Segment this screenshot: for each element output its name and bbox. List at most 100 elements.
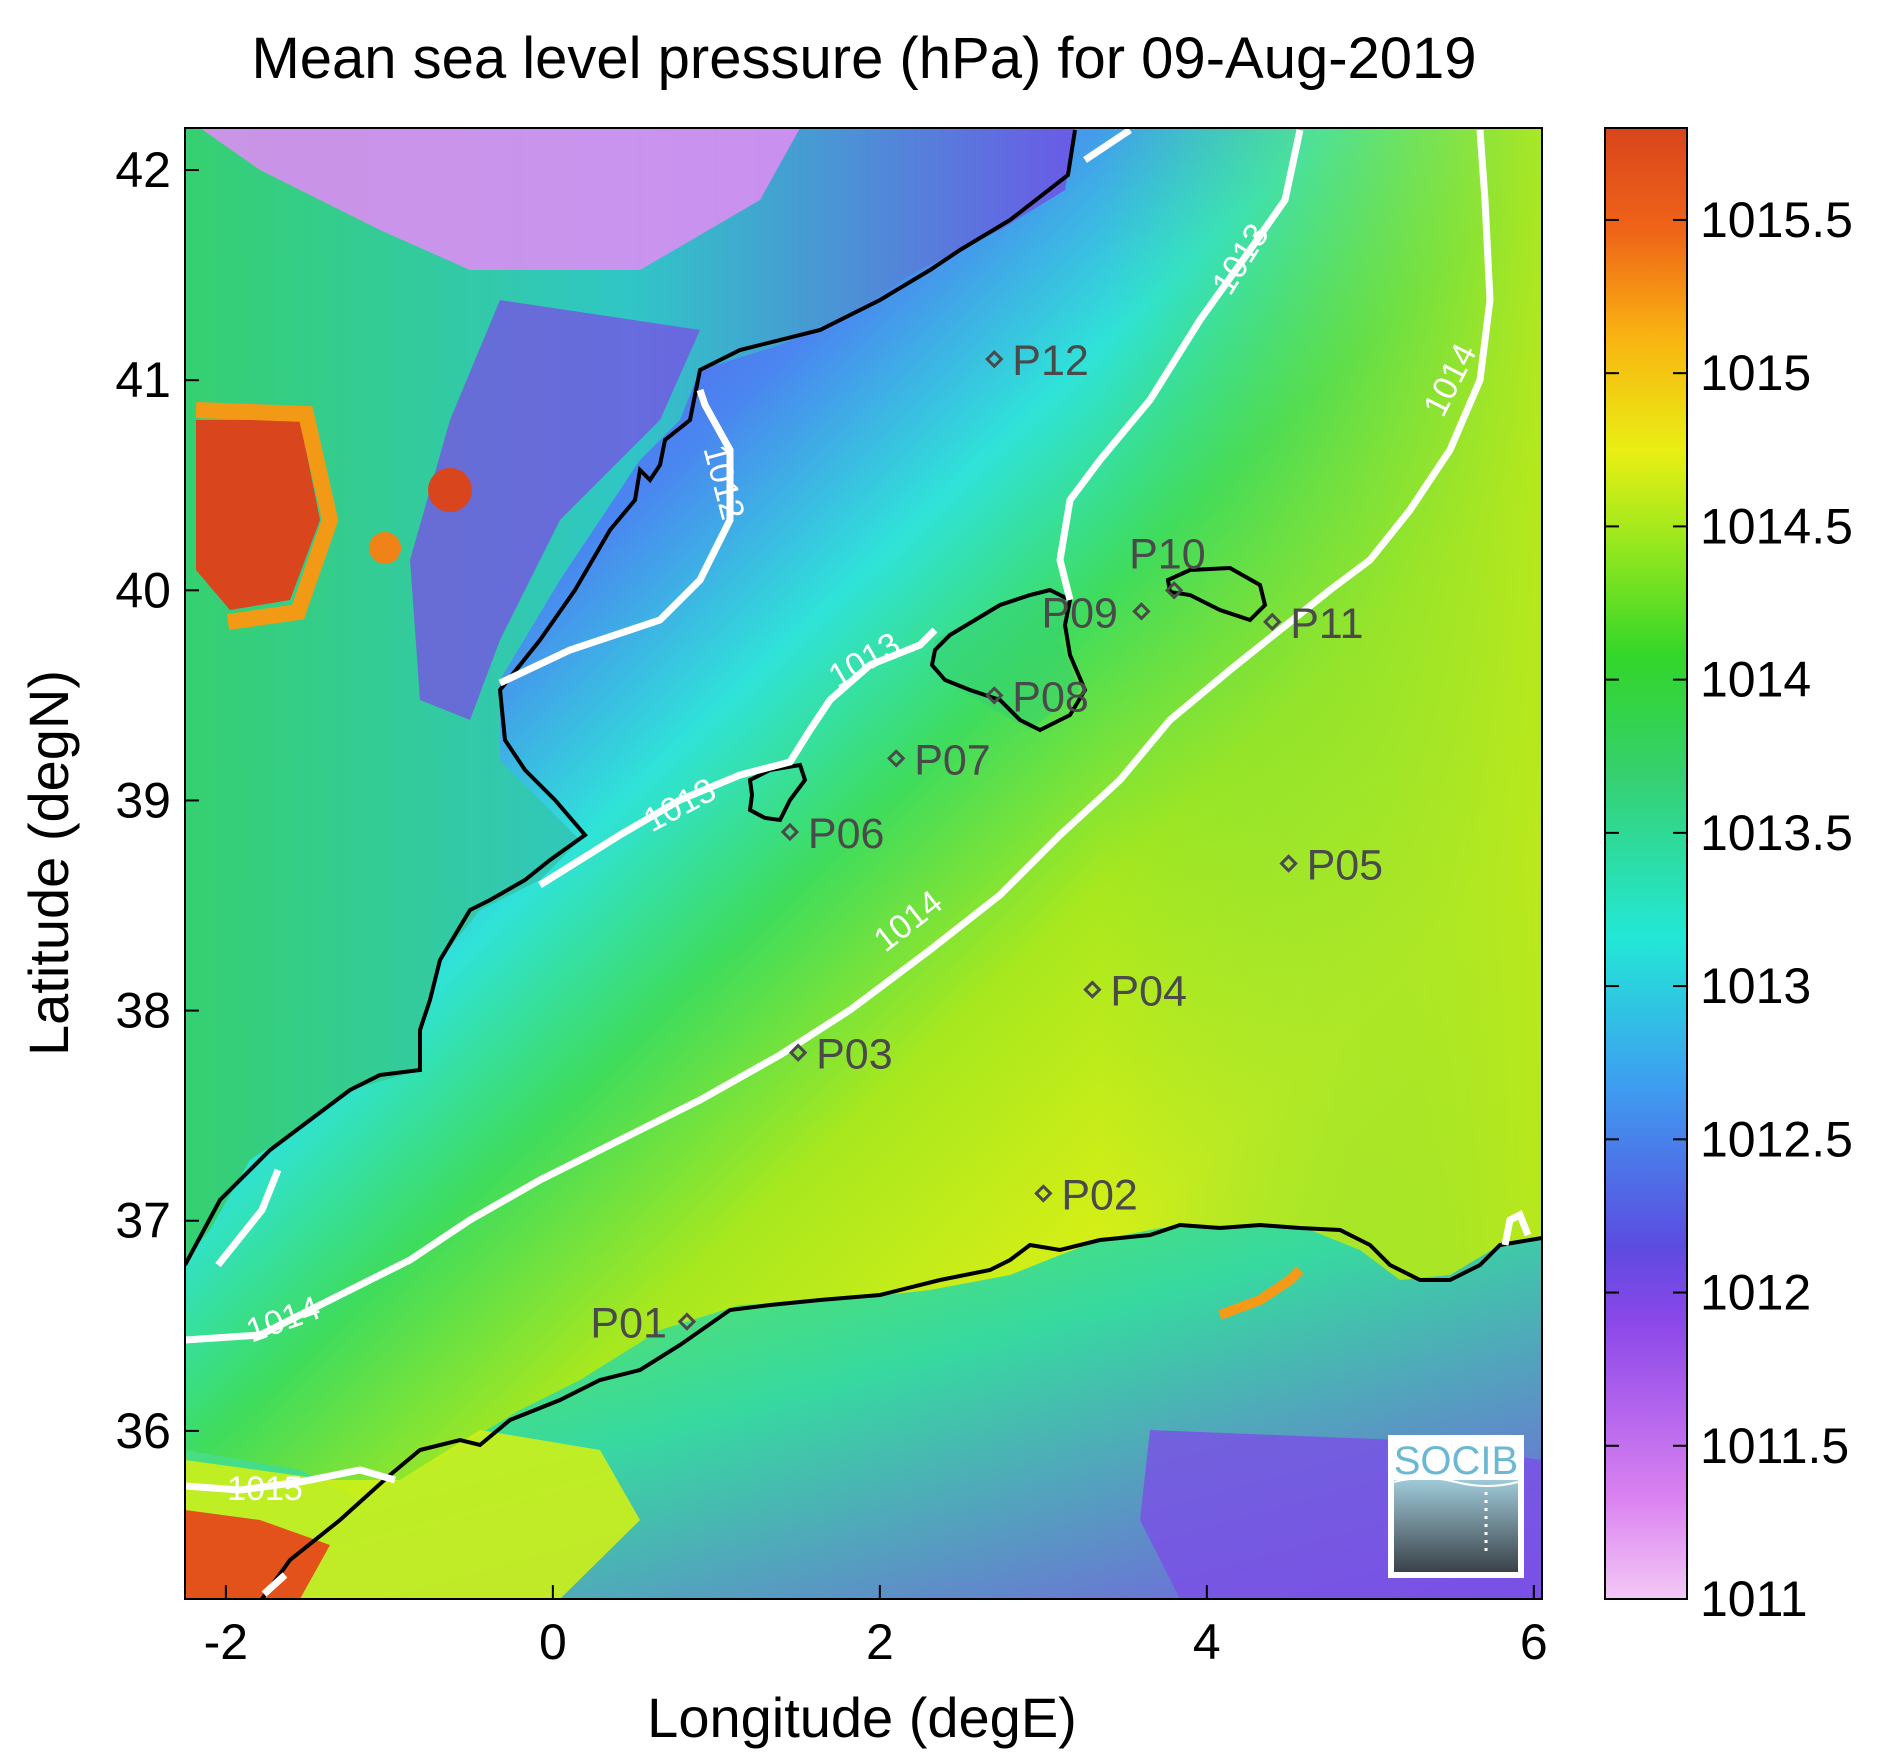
station-label: P04 — [1110, 968, 1187, 1016]
station-marker — [1164, 581, 1184, 600]
map-frame — [184, 127, 1543, 1600]
colorbar-tick-label: 1012.5 — [1700, 1111, 1853, 1167]
station-p04: P04 — [1083, 968, 1187, 1016]
inland-orange-spot — [369, 532, 401, 564]
station-label: P10 — [1129, 530, 1206, 578]
alboran-island — [388, 1665, 450, 1692]
y-tick-label: 40 — [115, 562, 171, 618]
iberia-coastline — [185, 129, 1077, 1266]
station-p09: P09 — [1041, 589, 1151, 637]
y-tick-label: 38 — [115, 983, 171, 1039]
chart-title: Mean sea level pressure (hPa) for 09-Aug… — [251, 26, 1476, 91]
y-axis: 42 41 40 39 38 37 36 — [115, 142, 199, 1459]
station-p05: P05 — [1279, 842, 1384, 890]
isobar-1015 — [185, 1466, 396, 1494]
africa-orange-streak — [1218, 1266, 1304, 1320]
station-p12: P12 — [985, 337, 1089, 385]
colorbar-tick-label: 1014 — [1700, 652, 1811, 708]
colorbar-tick-label: 1011.5 — [1700, 1418, 1849, 1474]
inland-red-spot — [428, 468, 472, 512]
isobar-1013-north — [1056, 129, 1304, 601]
station-marker — [1263, 612, 1282, 632]
colorbar-tick-label: 1013 — [1700, 958, 1811, 1014]
station-marker — [985, 349, 1004, 369]
isobar-1013-cap — [1083, 128, 1132, 163]
socib-logo-wave — [1393, 1477, 1519, 1487]
colorbar: 1015.5 1015 1014.5 1014 1013.5 1013 1012.5 1012… — [1604, 127, 1853, 1627]
socib-logo: SOCIB — [1388, 1435, 1524, 1578]
station-p02: P02 — [1034, 1171, 1138, 1219]
colorbar-tick-label: 1014.5 — [1700, 498, 1853, 554]
isobar-1014-sw — [215, 1168, 282, 1268]
x-axis-label: Longitude (degE) — [647, 1686, 1077, 1749]
station-p01: P01 — [590, 1300, 697, 1348]
socib-logo-text: SOCIB — [1394, 1439, 1518, 1483]
x-tick-label: -2 — [204, 1614, 248, 1670]
station-marker — [1279, 854, 1298, 873]
station-label: P08 — [1012, 673, 1089, 721]
africa-coastline — [260, 1222, 1542, 1599]
pyrenees-high-pressure-area — [200, 128, 800, 270]
station-p10: P10 — [1129, 530, 1206, 600]
y-tick-label: 39 — [115, 772, 171, 828]
colorbar-ticks: 1015.5 1015 1014.5 1014 1013.5 1013 1012.5 1012… — [1605, 192, 1853, 1627]
station-marker — [1034, 1184, 1053, 1203]
colorbar-tick-label: 1013.5 — [1700, 805, 1853, 861]
station-label: P09 — [1041, 589, 1118, 637]
iberia-land — [185, 128, 1075, 1260]
isobar-1014 — [185, 129, 1494, 1344]
africa-red-corner — [185, 1510, 330, 1599]
station-p11: P11 — [1263, 600, 1364, 648]
station-label: P01 — [590, 1300, 667, 1348]
station-marker — [1083, 980, 1102, 999]
mallorca-coastline — [929, 587, 1088, 733]
mallorca-island — [935, 590, 1080, 730]
station-marker — [677, 1312, 697, 1331]
ibiza-coastline — [747, 762, 808, 823]
x-tick-label: 6 — [1520, 1614, 1548, 1670]
iberia-red-area — [196, 420, 320, 610]
y-axis-label: Latitude (degN) — [17, 670, 80, 1056]
x-tick-label: 4 — [1193, 1614, 1221, 1670]
colorbar-tick-label: 1011 — [1700, 1571, 1808, 1627]
station-marker — [788, 1043, 808, 1062]
y-tick-label: 41 — [115, 352, 171, 408]
colorbar-tick-label: 1015.5 — [1700, 192, 1853, 248]
x-tick-label: 2 — [866, 1614, 894, 1670]
isobars — [185, 128, 1532, 1597]
station-marker — [1132, 602, 1151, 621]
iberia-purple-coast — [410, 300, 700, 720]
coastlines — [185, 129, 1542, 1692]
station-marker — [887, 749, 906, 768]
colorbar-gradient — [1604, 127, 1688, 1600]
station-p03: P03 — [788, 1031, 893, 1079]
isobar-1012 — [498, 388, 734, 687]
contour-label-1015: 1015 — [227, 1470, 303, 1508]
y-tick-label: 37 — [115, 1193, 171, 1249]
isobar-1015-corner — [261, 1572, 288, 1597]
x-tick-label: 0 — [539, 1614, 567, 1670]
station-p06: P06 — [780, 810, 885, 858]
station-p07: P07 — [887, 736, 991, 784]
station-label: P12 — [1012, 337, 1089, 385]
y-tick-label: 36 — [115, 1403, 171, 1459]
colorbar-tick-label: 1012 — [1700, 1265, 1811, 1321]
station-label: P03 — [816, 1031, 893, 1079]
station-marker — [985, 686, 1004, 705]
isobar-se-corner — [1501, 1210, 1532, 1246]
colorbar-tick-label: 1015 — [1700, 345, 1811, 401]
map-panel — [185, 128, 1542, 1599]
y-tick-label: 42 — [115, 142, 171, 198]
x-axis: -2 0 2 4 6 — [204, 1585, 1548, 1670]
station-marker — [780, 822, 800, 842]
station-label: P06 — [808, 810, 885, 858]
station-p08: P08 — [985, 673, 1089, 721]
iberia-orange-rim — [195, 402, 339, 630]
socib-logo-gradient — [1394, 1480, 1518, 1572]
station-label: P02 — [1061, 1171, 1138, 1219]
isobar-1013-west — [538, 627, 938, 888]
station-label: P05 — [1307, 842, 1384, 890]
station-label: P11 — [1290, 600, 1363, 648]
